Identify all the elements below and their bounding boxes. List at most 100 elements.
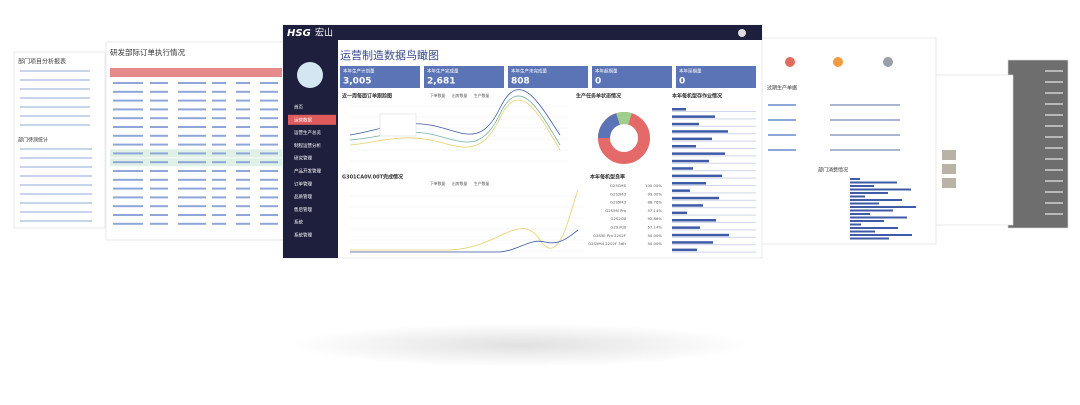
track bbox=[672, 192, 756, 194]
row bbox=[236, 178, 250, 181]
bar bbox=[672, 248, 697, 252]
track bbox=[672, 251, 756, 253]
track bbox=[672, 214, 756, 216]
sidebar-item: 运营生产总览 bbox=[294, 129, 321, 136]
row bbox=[212, 134, 226, 137]
thumb bbox=[942, 164, 956, 174]
yield-value: 99.00% bbox=[648, 191, 663, 196]
row bbox=[178, 143, 206, 146]
row bbox=[178, 205, 206, 208]
yield-model: G2S5M4 2202F 3dH bbox=[588, 241, 626, 246]
row bbox=[150, 126, 168, 128]
row bbox=[20, 211, 92, 213]
bar bbox=[850, 192, 888, 194]
row bbox=[1045, 213, 1063, 215]
track bbox=[672, 222, 756, 223]
kpi-label: 本年生产计划量 bbox=[343, 68, 375, 75]
row bbox=[178, 214, 206, 216]
kpi-label: 本年超期量 bbox=[595, 68, 618, 75]
row bbox=[1045, 169, 1063, 171]
table-header bbox=[110, 68, 282, 77]
kpi-label: 本年延期量 bbox=[679, 68, 702, 75]
row bbox=[1045, 70, 1063, 72]
row bbox=[236, 134, 250, 137]
row bbox=[260, 205, 278, 208]
kpi-value: 2,681 bbox=[427, 77, 455, 87]
tooltip bbox=[379, 113, 417, 137]
row bbox=[178, 152, 206, 155]
row bbox=[1045, 114, 1063, 116]
bar bbox=[672, 167, 693, 170]
bar bbox=[850, 206, 916, 208]
row bbox=[113, 222, 143, 225]
yield-value: 50.00% bbox=[648, 241, 663, 246]
row bbox=[236, 117, 250, 120]
bar bbox=[672, 204, 703, 207]
window bbox=[13, 51, 106, 229]
row bbox=[113, 187, 143, 190]
kpi-value: 808 bbox=[511, 77, 530, 87]
header bbox=[283, 25, 762, 40]
row bbox=[236, 126, 250, 128]
row bbox=[212, 205, 226, 208]
row bbox=[1045, 180, 1063, 182]
window-title: 部门项目分析报表 bbox=[18, 58, 66, 66]
yield-value: 100.00% bbox=[645, 183, 662, 188]
row bbox=[260, 152, 278, 155]
row bbox=[113, 214, 143, 216]
row bbox=[212, 222, 226, 225]
row bbox=[236, 99, 250, 102]
yield-value: 57.14% bbox=[648, 208, 663, 213]
bar bbox=[850, 178, 860, 180]
user-avatar bbox=[738, 29, 746, 37]
row bbox=[113, 161, 143, 164]
row bbox=[178, 117, 206, 120]
row bbox=[1045, 202, 1063, 204]
row bbox=[830, 104, 900, 106]
yield-value: 88.76% bbox=[648, 200, 663, 205]
sidebar-item: 售后管理 bbox=[294, 206, 312, 213]
row bbox=[178, 134, 206, 137]
track bbox=[672, 207, 756, 209]
legend-item: 下单数量 bbox=[430, 93, 445, 98]
yield-model: G2S3CB bbox=[611, 225, 627, 230]
panel-title: G301CA0V.00T完成情况 bbox=[342, 174, 403, 181]
row bbox=[236, 108, 250, 111]
row bbox=[1045, 81, 1063, 83]
sidebar-item: 研究管理 bbox=[294, 155, 312, 162]
row bbox=[212, 108, 226, 111]
bar bbox=[672, 152, 725, 155]
bar bbox=[672, 233, 729, 237]
row bbox=[113, 108, 143, 111]
bar bbox=[850, 234, 912, 236]
row bbox=[212, 99, 226, 102]
row bbox=[113, 117, 143, 120]
row bbox=[830, 134, 900, 136]
row bbox=[260, 99, 278, 102]
yield-model: G2S5M3 bbox=[610, 200, 626, 205]
row bbox=[212, 82, 226, 84]
track bbox=[672, 125, 756, 127]
row bbox=[20, 115, 90, 117]
row bbox=[260, 126, 278, 128]
row bbox=[1045, 136, 1063, 138]
row bbox=[113, 82, 143, 84]
row bbox=[20, 79, 90, 81]
track bbox=[672, 118, 756, 120]
row bbox=[260, 178, 278, 181]
shadow bbox=[290, 323, 750, 367]
track bbox=[672, 133, 756, 135]
row bbox=[178, 196, 206, 199]
bar bbox=[850, 202, 879, 205]
row bbox=[178, 82, 206, 84]
bar bbox=[672, 137, 712, 141]
row bbox=[768, 149, 796, 151]
bar bbox=[672, 182, 706, 185]
row bbox=[150, 108, 168, 111]
row bbox=[212, 90, 226, 93]
row bbox=[260, 222, 278, 225]
icon bbox=[883, 57, 893, 67]
row bbox=[113, 134, 143, 137]
legend-item: 生产数量 bbox=[474, 181, 489, 186]
